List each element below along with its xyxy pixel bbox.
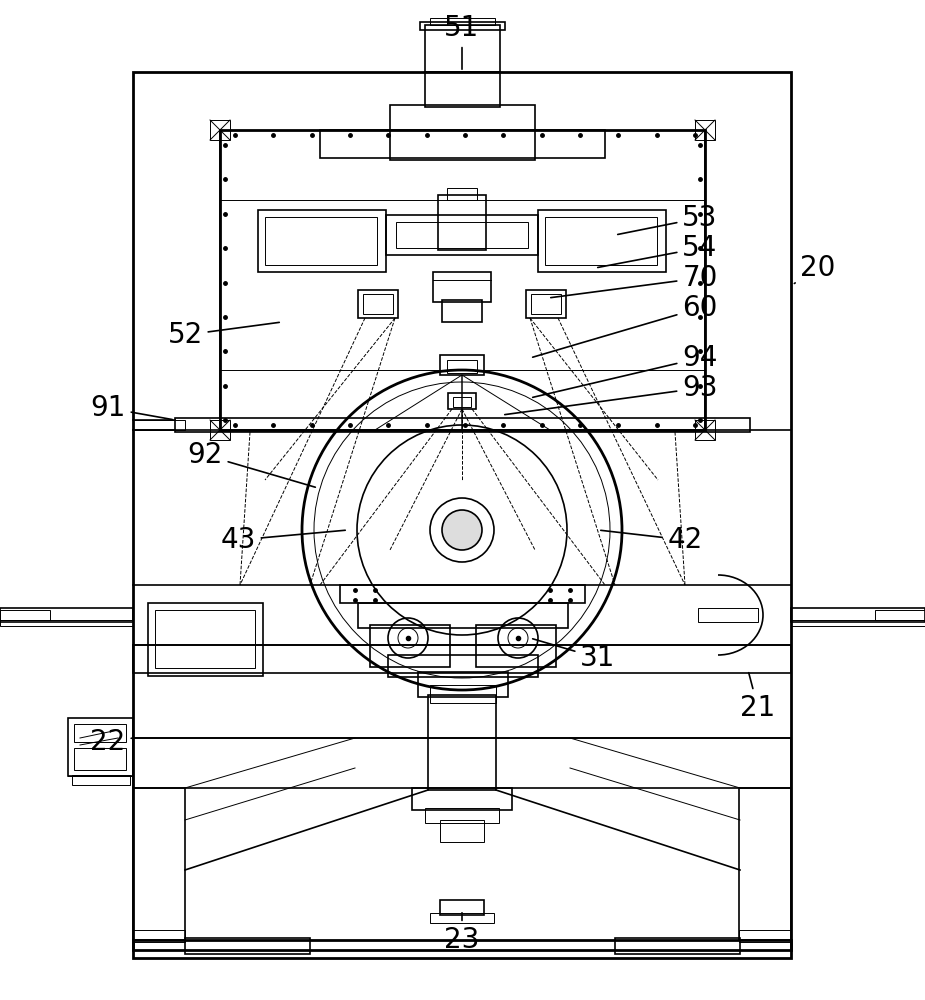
Text: 22: 22 bbox=[91, 728, 133, 756]
Text: 23: 23 bbox=[444, 913, 480, 954]
Bar bbox=[386, 215, 538, 255]
Bar bbox=[430, 913, 494, 923]
Bar bbox=[791, 608, 925, 622]
Bar bbox=[0, 608, 133, 622]
Text: 91: 91 bbox=[91, 394, 172, 422]
Bar bbox=[695, 120, 715, 140]
Bar bbox=[425, 25, 500, 72]
Bar bbox=[175, 418, 750, 432]
Bar bbox=[258, 210, 386, 272]
Text: 93: 93 bbox=[505, 374, 718, 415]
Bar bbox=[739, 930, 791, 942]
Bar bbox=[358, 603, 568, 628]
Text: 21: 21 bbox=[740, 673, 776, 722]
Bar bbox=[428, 695, 496, 790]
Bar bbox=[0, 620, 133, 626]
Bar bbox=[433, 272, 491, 302]
Bar bbox=[531, 294, 561, 314]
Text: 60: 60 bbox=[533, 294, 718, 357]
Bar bbox=[390, 105, 535, 160]
Bar bbox=[615, 938, 740, 954]
Bar bbox=[133, 930, 185, 942]
Bar bbox=[430, 18, 495, 25]
Text: 94: 94 bbox=[533, 344, 718, 397]
Bar bbox=[418, 672, 508, 697]
Bar bbox=[148, 603, 263, 676]
Text: 70: 70 bbox=[550, 264, 718, 298]
Bar bbox=[438, 195, 486, 250]
Text: 42: 42 bbox=[600, 526, 703, 554]
Bar bbox=[698, 608, 758, 622]
Bar bbox=[68, 718, 133, 776]
Bar bbox=[340, 585, 585, 603]
Text: 20: 20 bbox=[795, 254, 835, 283]
Bar bbox=[133, 788, 185, 940]
Bar bbox=[74, 724, 126, 742]
Text: 92: 92 bbox=[187, 441, 315, 487]
Bar bbox=[133, 738, 791, 788]
Bar bbox=[388, 655, 538, 677]
Bar bbox=[545, 217, 657, 265]
Bar bbox=[155, 610, 255, 668]
Text: 51: 51 bbox=[444, 14, 480, 69]
Bar bbox=[791, 620, 925, 626]
Bar bbox=[440, 355, 484, 375]
Bar bbox=[133, 645, 791, 673]
Bar bbox=[370, 625, 450, 667]
Bar bbox=[210, 420, 230, 440]
Text: 54: 54 bbox=[598, 234, 718, 267]
Bar bbox=[133, 940, 791, 958]
Bar bbox=[739, 788, 791, 940]
Bar bbox=[358, 290, 398, 318]
Bar bbox=[526, 290, 566, 318]
Bar bbox=[453, 397, 471, 407]
Bar bbox=[320, 130, 605, 158]
Bar bbox=[448, 393, 476, 409]
Bar bbox=[185, 938, 310, 954]
Bar bbox=[412, 788, 512, 810]
Bar bbox=[442, 300, 482, 322]
Bar bbox=[133, 72, 791, 950]
Bar bbox=[447, 188, 477, 200]
Bar bbox=[363, 294, 393, 314]
Bar bbox=[875, 610, 925, 620]
Bar bbox=[695, 420, 715, 440]
Bar bbox=[396, 222, 528, 248]
Bar bbox=[425, 72, 500, 107]
Bar bbox=[265, 217, 377, 265]
Text: 43: 43 bbox=[220, 526, 345, 554]
Bar bbox=[440, 820, 484, 842]
Bar bbox=[0, 610, 50, 620]
Bar bbox=[420, 22, 505, 30]
Bar bbox=[476, 625, 556, 667]
Bar bbox=[74, 748, 126, 770]
Text: 31: 31 bbox=[533, 639, 616, 672]
Circle shape bbox=[442, 510, 482, 550]
Text: 53: 53 bbox=[618, 204, 718, 234]
Text: 52: 52 bbox=[167, 321, 279, 349]
Bar bbox=[72, 775, 130, 785]
Bar bbox=[133, 420, 185, 430]
Bar bbox=[447, 360, 477, 373]
Bar bbox=[430, 685, 496, 703]
Bar bbox=[440, 900, 484, 915]
Bar bbox=[210, 120, 230, 140]
Bar bbox=[220, 130, 705, 430]
Bar bbox=[425, 808, 499, 823]
Bar bbox=[538, 210, 666, 272]
